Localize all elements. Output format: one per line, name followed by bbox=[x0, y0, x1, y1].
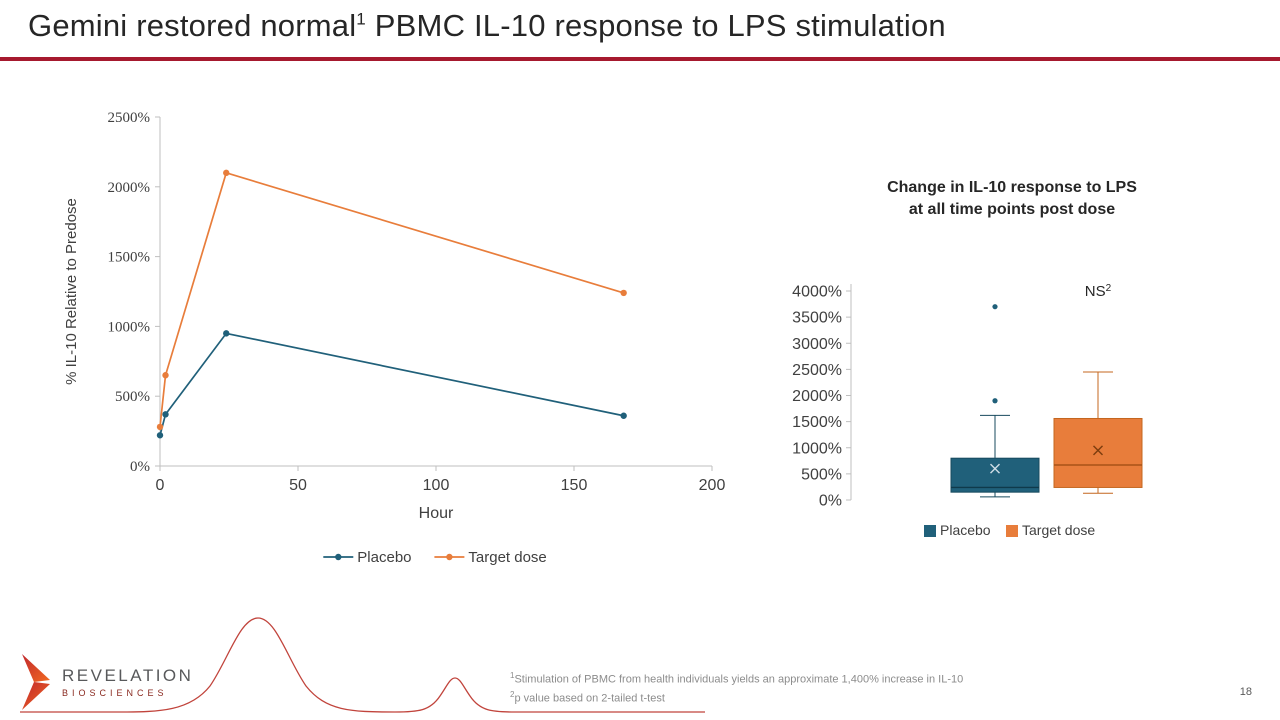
company-logo: REVELATION BIOSCIENCES bbox=[18, 652, 193, 712]
svg-text:1000%: 1000% bbox=[108, 319, 151, 335]
footnote-1-sup: 1 bbox=[510, 671, 515, 680]
svg-text:500%: 500% bbox=[115, 389, 150, 405]
footnote-2: 2p value based on 2-tailed t-test bbox=[510, 689, 963, 708]
slide-title-pre: Gemini restored normal bbox=[28, 8, 357, 43]
title-accent-bar bbox=[0, 57, 1280, 61]
svg-text:Target dose: Target dose bbox=[1022, 522, 1095, 538]
svg-text:4000%: 4000% bbox=[792, 284, 842, 301]
svg-text:0%: 0% bbox=[819, 493, 842, 510]
line-chart-x-axis-title: Hour bbox=[419, 505, 454, 522]
line-chart-tick-labels: 0% 500% 1000% 1500% 2000% 2500% 0 50 100 150 200 bbox=[108, 110, 726, 494]
box-chart-title: Change in IL-10 response to LPS at all ti… bbox=[887, 179, 1137, 218]
svg-text:Placebo: Placebo bbox=[940, 522, 991, 538]
box-chart-legend: Placebo Target dose bbox=[924, 522, 1095, 538]
box-target-dose bbox=[1053, 371, 1143, 494]
box-placebo bbox=[950, 304, 1040, 498]
svg-text:Target dose: Target dose bbox=[468, 549, 546, 566]
svg-text:50: 50 bbox=[289, 477, 307, 494]
box-chart-tick-labels: 0% 500% 1000% 1500% 2000% 2500% 3000% 3500% 4000… bbox=[792, 284, 842, 510]
series-placebo bbox=[156, 330, 627, 439]
logo-brand-name: REVELATION bbox=[62, 666, 194, 686]
footnote-2-text: p value based on 2-tailed t-test bbox=[514, 692, 665, 705]
svg-text:2500%: 2500% bbox=[108, 110, 151, 126]
svg-text:0: 0 bbox=[156, 477, 165, 494]
ns-annotation: NS2 bbox=[1085, 283, 1112, 300]
wave-path bbox=[20, 617, 705, 713]
svg-text:100: 100 bbox=[423, 477, 450, 494]
slide-title-post: PBMC IL-10 response to LPS stimulation bbox=[365, 8, 946, 43]
svg-text:3500%: 3500% bbox=[792, 310, 842, 327]
page-number: 18 bbox=[1239, 686, 1252, 698]
logo-text: REVELATION BIOSCIENCES bbox=[62, 666, 193, 698]
svg-text:150: 150 bbox=[561, 477, 588, 494]
svg-text:0%: 0% bbox=[130, 459, 150, 475]
svg-text:500%: 500% bbox=[801, 466, 842, 483]
svg-text:Placebo: Placebo bbox=[357, 549, 411, 566]
logo-sub-brand-name: BIOSCIENCES bbox=[62, 687, 168, 698]
slide-title: Gemini restored normal1 PBMC IL-10 respo… bbox=[28, 8, 1228, 44]
svg-text:3000%: 3000% bbox=[792, 336, 842, 353]
line-chart-legend: Placebo Target dose bbox=[323, 549, 547, 566]
svg-text:2500%: 2500% bbox=[792, 362, 842, 379]
footnotes: 1Stimulation of PBMC from health individ… bbox=[510, 670, 963, 707]
svg-text:1500%: 1500% bbox=[108, 250, 151, 266]
il10-line-chart: 0% 500% 1000% 1500% 2000% 2500% 0 50 100 150 200 Ho… bbox=[63, 110, 726, 566]
logo-chevron-top bbox=[22, 654, 50, 682]
slide-title-superscript: 1 bbox=[356, 9, 366, 29]
footnote-2-sup: 2 bbox=[510, 689, 515, 699]
svg-text:200: 200 bbox=[699, 477, 726, 494]
series-target-dose bbox=[156, 169, 627, 431]
logo-chevron-bottom bbox=[22, 682, 50, 710]
il10-boxplot-chart: Change in IL-10 response to LPS at all ti… bbox=[792, 179, 1143, 538]
footnote-1: 1Stimulation of PBMC from health individ… bbox=[510, 670, 963, 689]
svg-text:2000%: 2000% bbox=[108, 180, 151, 196]
svg-text:Change in IL-10 response to LP: Change in IL-10 response to LPS bbox=[887, 179, 1137, 196]
logo-icon bbox=[22, 654, 50, 710]
decorative-wave bbox=[20, 617, 705, 713]
line-chart-axes bbox=[155, 116, 713, 471]
svg-text:1000%: 1000% bbox=[792, 440, 842, 457]
svg-text:1500%: 1500% bbox=[792, 414, 842, 431]
line-chart-y-axis-title: % IL-10 Relative to Predose bbox=[63, 198, 80, 385]
box-chart-axis bbox=[846, 284, 852, 501]
footnote-1-text: Stimulation of PBMC from health individu… bbox=[514, 673, 964, 686]
svg-text:at all time points post dose: at all time points post dose bbox=[909, 201, 1115, 218]
svg-text:2000%: 2000% bbox=[792, 388, 842, 405]
